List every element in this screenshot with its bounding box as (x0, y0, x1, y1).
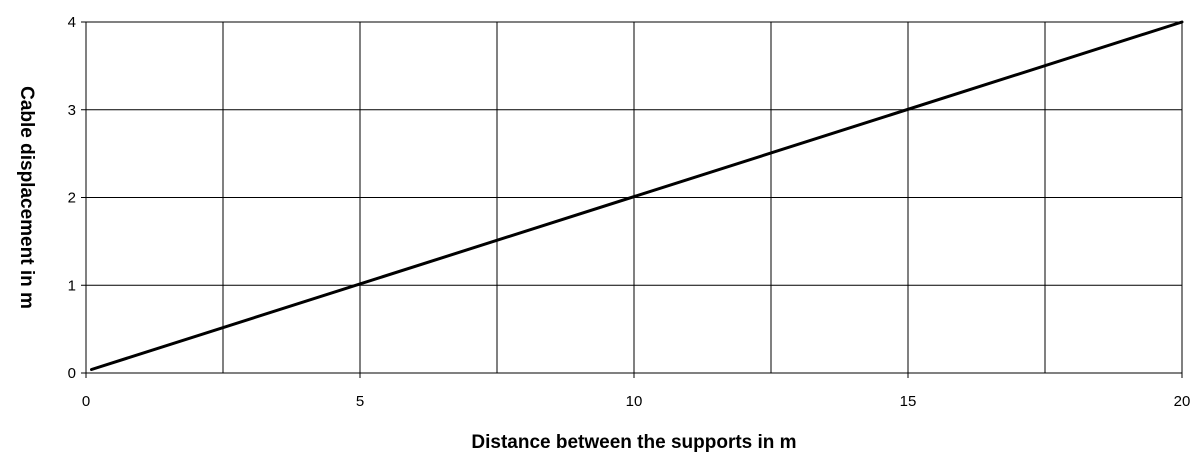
y-tick-label: 3 (68, 102, 76, 119)
x-tick-label: 0 (82, 393, 90, 410)
y-tick-label: 4 (68, 14, 76, 31)
x-tick-labels: 0 5 10 15 20 (82, 393, 1191, 410)
y-tick-label: 1 (68, 277, 76, 294)
y-tick-labels: 0 1 2 3 4 (68, 14, 76, 382)
series (90, 20, 1184, 371)
x-tick-label: 15 (900, 393, 917, 410)
x-tick-label: 5 (356, 393, 364, 410)
series-line-0 (90, 20, 1184, 371)
x-tick-label: 10 (626, 393, 643, 410)
y-axis-title: Cable displacement in m (16, 86, 37, 309)
tick-marks (81, 21, 1183, 378)
x-tick-label: 20 (1174, 393, 1191, 410)
y-tick-label: 2 (68, 190, 76, 207)
y-tick-label: 0 (68, 365, 76, 382)
x-axis-title: Distance between the supports in m (471, 432, 796, 453)
